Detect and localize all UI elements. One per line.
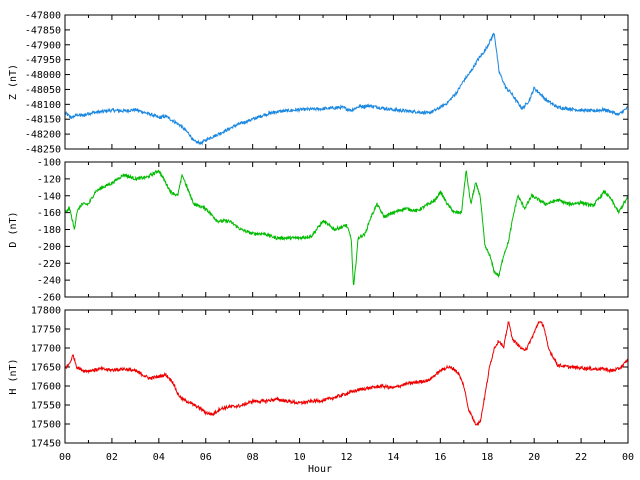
y-tick-label: -220 bbox=[37, 259, 61, 270]
x-tick-label: 12 bbox=[340, 452, 352, 463]
x-tick-label: 00 bbox=[622, 452, 634, 463]
x-axis-label: Hour bbox=[308, 464, 332, 475]
y-tick-label: 17600 bbox=[31, 382, 61, 393]
y-tick-label: -48150 bbox=[25, 115, 61, 126]
x-tick-label: 10 bbox=[294, 452, 306, 463]
x-tick-label: 14 bbox=[387, 452, 399, 463]
y-axis-label: D (nT) bbox=[8, 211, 19, 247]
y-tick-label: 17550 bbox=[31, 401, 61, 412]
panels: -47800 -47850 -47900 -47950 -48000 -48050 -481… bbox=[8, 11, 634, 464]
series-line-h bbox=[64, 320, 629, 427]
y-tick-label: -140 bbox=[37, 191, 61, 202]
x-tick-label: 08 bbox=[247, 452, 259, 463]
y-tick-label: 17650 bbox=[31, 363, 61, 374]
x-tick-label: 16 bbox=[434, 452, 446, 463]
y-tick-label: -180 bbox=[37, 225, 61, 236]
panel-h: 17800 17750 17700 17650 17600 17550 17500 17450… bbox=[8, 306, 629, 450]
x-tick-label: 04 bbox=[153, 452, 165, 463]
y-tick-label: 17450 bbox=[31, 439, 61, 450]
panel-frame bbox=[64, 14, 629, 150]
y-tick-label: -120 bbox=[37, 174, 61, 185]
y-tick-label: -48250 bbox=[25, 145, 61, 156]
y-tick-label: 17750 bbox=[31, 325, 61, 336]
y-tick-label: -240 bbox=[37, 276, 61, 287]
panel-frame bbox=[64, 309, 629, 444]
y-tick-label: -48050 bbox=[25, 85, 61, 96]
panel-border bbox=[64, 14, 629, 150]
x-tick-label: 02 bbox=[106, 452, 118, 463]
y-tick-label: -48000 bbox=[25, 70, 61, 81]
y-tick-label: -47950 bbox=[25, 55, 61, 66]
panel-border bbox=[64, 309, 629, 444]
series-line-z bbox=[64, 32, 629, 146]
x-tick-label: 20 bbox=[528, 452, 540, 463]
x-tick-label: 18 bbox=[481, 452, 493, 463]
y-tick-label: 17800 bbox=[31, 306, 61, 317]
y-tick-label: -48100 bbox=[25, 100, 61, 111]
y-tick-label: -47850 bbox=[25, 25, 61, 36]
y-tick-label: -47800 bbox=[25, 11, 61, 22]
y-tick-label: 17700 bbox=[31, 344, 61, 355]
y-axis-label: Z (nT) bbox=[8, 64, 19, 100]
panel-border bbox=[64, 161, 629, 298]
y-tick-label: -47900 bbox=[25, 40, 61, 51]
panel-z: -47800 -47850 -47900 -47950 -48000 -48050 -481… bbox=[8, 11, 629, 156]
y-tick-label: -48200 bbox=[25, 130, 61, 141]
x-tick-labels: 00 02 04 06 08 10 12 14 16 18 20 22 00 bbox=[59, 452, 634, 463]
x-tick-label: 22 bbox=[575, 452, 587, 463]
panel-frame bbox=[64, 161, 629, 298]
y-tick-label: -200 bbox=[37, 242, 61, 253]
panel-d: -100 -120 -140 -160 -180 -200 -220 -240 -260 D (n… bbox=[8, 158, 629, 304]
series-line-d bbox=[64, 169, 629, 286]
y-tick-label: -100 bbox=[37, 158, 61, 169]
x-tick-label: 06 bbox=[200, 452, 212, 463]
y-tick-label: 17500 bbox=[31, 420, 61, 431]
y-tick-label: -260 bbox=[37, 293, 61, 304]
y-axis-label: H (nT) bbox=[8, 358, 19, 394]
y-tick-label: -160 bbox=[37, 208, 61, 219]
x-tick-label: 00 bbox=[59, 452, 71, 463]
